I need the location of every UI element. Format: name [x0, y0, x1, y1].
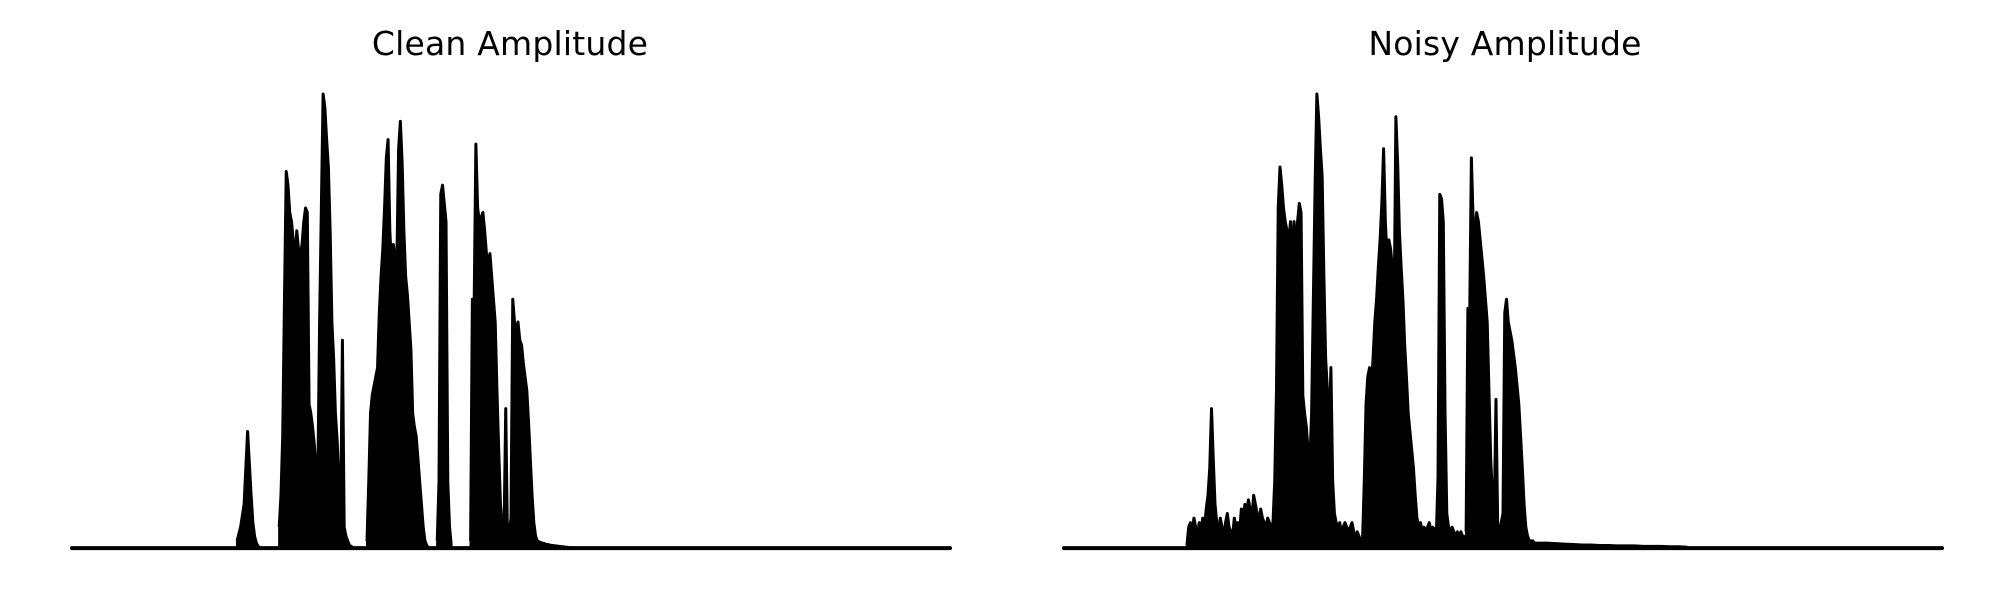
- amplitude-outline-6: [1538, 541, 1688, 549]
- noisy-amplitude-title: Noisy Amplitude: [1368, 24, 1642, 63]
- clean-amplitude-panel: Clean Amplitude: [70, 24, 952, 551]
- noisy-amplitude-panel: Noisy Amplitude: [1000, 0, 2000, 600]
- noisy-amplitude-plot: [1062, 92, 1944, 551]
- clean-amplitude-title: Clean Amplitude: [371, 24, 649, 63]
- clean-amplitude-plot: [70, 92, 952, 551]
